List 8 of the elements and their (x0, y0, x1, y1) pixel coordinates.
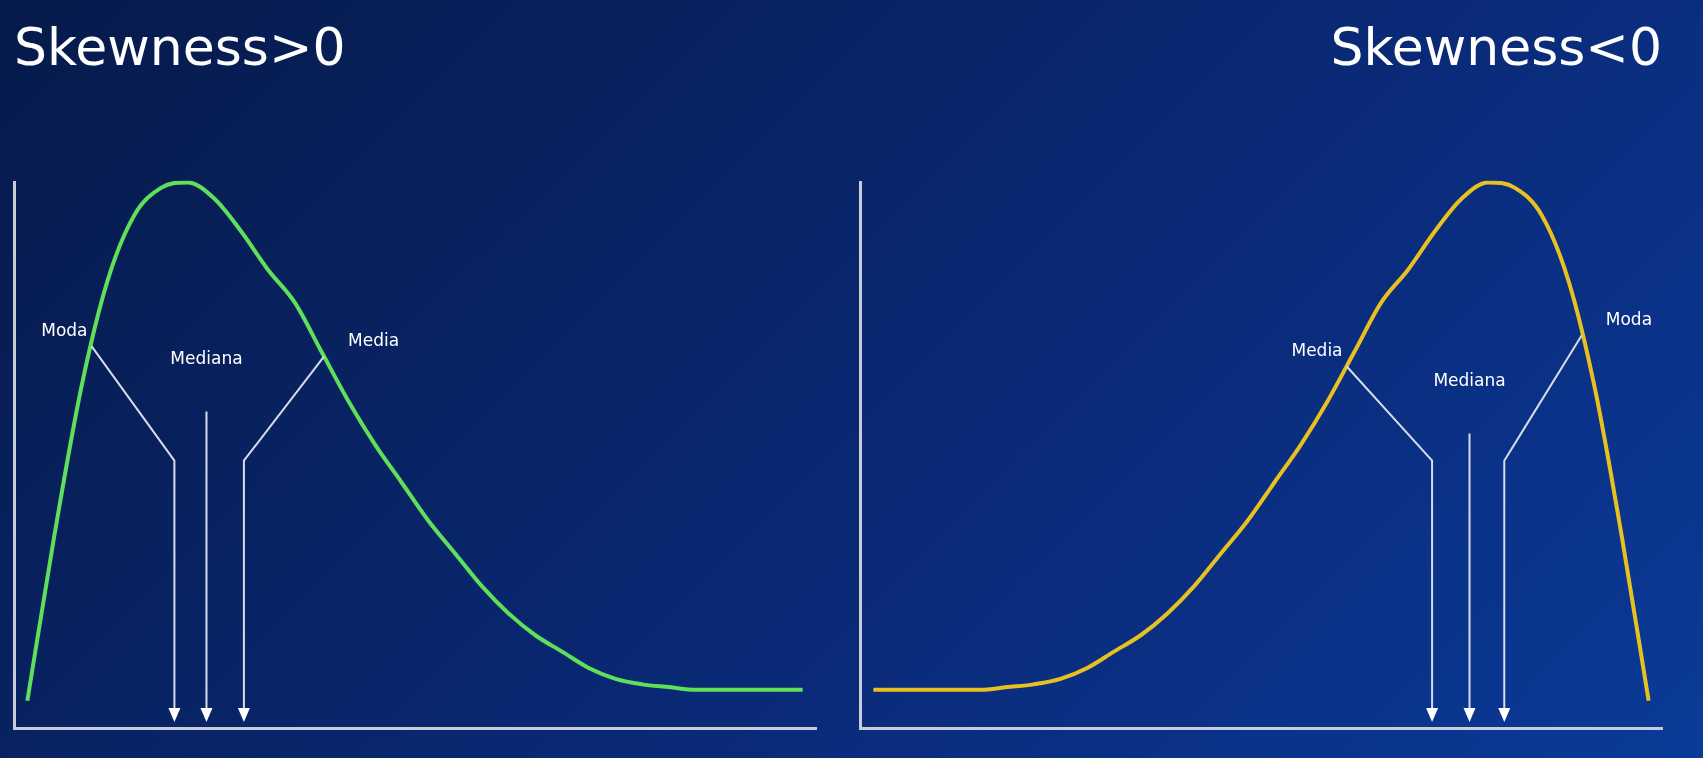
chart-title: Skewness<0 (1330, 16, 1662, 77)
annotation: Media (348, 330, 400, 351)
annotation: Moda (41, 320, 88, 340)
annotation: Mediana (170, 347, 243, 368)
annotation: Moda (1605, 309, 1653, 330)
annotation: Mediana (1433, 369, 1506, 390)
annotation: Media (1291, 340, 1343, 361)
chart-title: Skewness>0 (14, 16, 346, 77)
